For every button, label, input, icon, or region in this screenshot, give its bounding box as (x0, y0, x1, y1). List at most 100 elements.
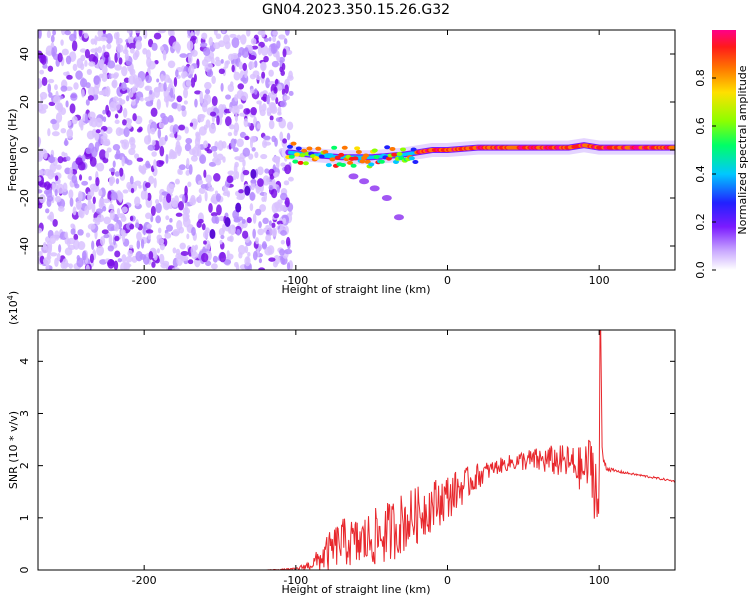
snr-ytick-label: 2 (18, 462, 31, 469)
noise-speckle (260, 61, 266, 71)
noise-speckle (114, 171, 120, 177)
noise-speckle (194, 98, 198, 108)
noise-speckle (211, 96, 218, 107)
track-blob (294, 152, 301, 157)
noise-speckle (87, 95, 94, 101)
noise-speckle (153, 32, 162, 40)
spectrogram-ytick-label: -40 (18, 237, 31, 255)
noise-speckle (188, 148, 196, 156)
noise-speckle (228, 53, 235, 61)
noise-speckle (115, 178, 120, 185)
noise-speckle (242, 169, 250, 176)
noise-speckle (176, 103, 182, 112)
snr-xtick-label: 0 (444, 574, 451, 587)
noise-speckle (173, 195, 180, 205)
noise-speckle (234, 113, 239, 123)
snr-y-label: SNR (10 * v/v) (7, 411, 20, 489)
spectrogram-y-ticks: -40 -20 0 20 40 (18, 47, 675, 255)
track-blob (355, 149, 362, 154)
noise-speckle (155, 215, 161, 224)
noise-speckle (229, 224, 236, 236)
noise-speckle (54, 257, 59, 267)
noise-speckle (52, 218, 58, 227)
noise-speckle (40, 54, 47, 65)
noise-speckle (275, 97, 279, 105)
noise-speckle (256, 123, 261, 130)
noise-speckle (164, 135, 168, 142)
track-blob (364, 159, 371, 164)
noise-speckle (243, 118, 249, 128)
colorbar-ticks: 0.0 0.2 0.4 0.6 0.8 (694, 69, 716, 279)
spectrogram-ytick-label: 0 (18, 147, 31, 154)
track-blob (368, 162, 375, 167)
noise-speckle (64, 231, 69, 239)
noise-speckle (125, 256, 133, 263)
noise-speckle (48, 211, 55, 222)
noise-speckle (114, 64, 122, 71)
noise-speckle (217, 140, 224, 151)
track-blob (352, 156, 359, 161)
noise-speckle (237, 52, 242, 58)
snr-xtick-label: -200 (132, 574, 157, 587)
chirp-mark (244, 185, 251, 196)
noise-speckle (107, 60, 116, 69)
noise-speckle (121, 254, 127, 263)
noise-speckle (121, 233, 126, 243)
noise-speckle (169, 218, 173, 223)
noise-speckle (208, 161, 217, 167)
noise-speckle (272, 30, 279, 36)
noise-speckle (215, 56, 220, 62)
secondary-track-mark (393, 214, 404, 221)
noise-speckle (196, 148, 202, 157)
noise-speckle (144, 96, 152, 102)
noise-speckle (112, 73, 119, 79)
noise-speckle (256, 100, 262, 105)
noise-speckle (87, 191, 92, 203)
noise-speckle (248, 61, 255, 70)
noise-speckle (45, 51, 53, 56)
noise-speckle (93, 75, 100, 85)
noise-speckle (158, 253, 165, 265)
noise-speckle (120, 82, 127, 92)
noise-speckle (116, 208, 121, 216)
noise-speckle (227, 170, 235, 176)
noise-speckle (233, 71, 241, 81)
noise-speckle (132, 113, 137, 122)
noise-speckle (78, 30, 83, 37)
noise-speckle (54, 188, 58, 197)
noise-speckle (151, 151, 157, 157)
noise-speckle (134, 196, 141, 207)
track-blob (371, 148, 378, 153)
noise-speckle (284, 197, 290, 208)
noise-speckle (149, 90, 153, 95)
noise-speckle (220, 82, 224, 92)
colorbar-gradient (712, 30, 736, 270)
track-blob (400, 147, 407, 152)
noise-speckle (158, 160, 165, 165)
spectrogram-xtick-label: -200 (132, 274, 157, 287)
noise-speckle (252, 250, 258, 261)
noise-speckle (48, 101, 56, 106)
noise-speckle (273, 86, 278, 94)
noise-speckle (261, 103, 267, 112)
noise-speckle (88, 176, 92, 181)
noise-speckle (159, 145, 165, 157)
noise-speckle (185, 79, 192, 87)
snr-series-line (38, 330, 675, 570)
noise-speckle (61, 48, 69, 56)
noise-speckle (169, 148, 174, 157)
noise-speckle (280, 229, 287, 236)
noise-speckle (160, 112, 166, 119)
noise-speckle (38, 108, 47, 114)
noise-speckle (257, 178, 264, 187)
noise-speckle (118, 57, 123, 65)
noise-speckle (223, 259, 232, 265)
noise-speckle (165, 96, 169, 108)
noise-speckle (147, 144, 156, 151)
noise-speckle (38, 227, 43, 234)
noise-speckle (234, 161, 239, 168)
noise-speckle (146, 192, 152, 202)
noise-speckle (250, 38, 257, 45)
noise-speckle (229, 106, 233, 113)
noise-speckle (97, 30, 104, 37)
